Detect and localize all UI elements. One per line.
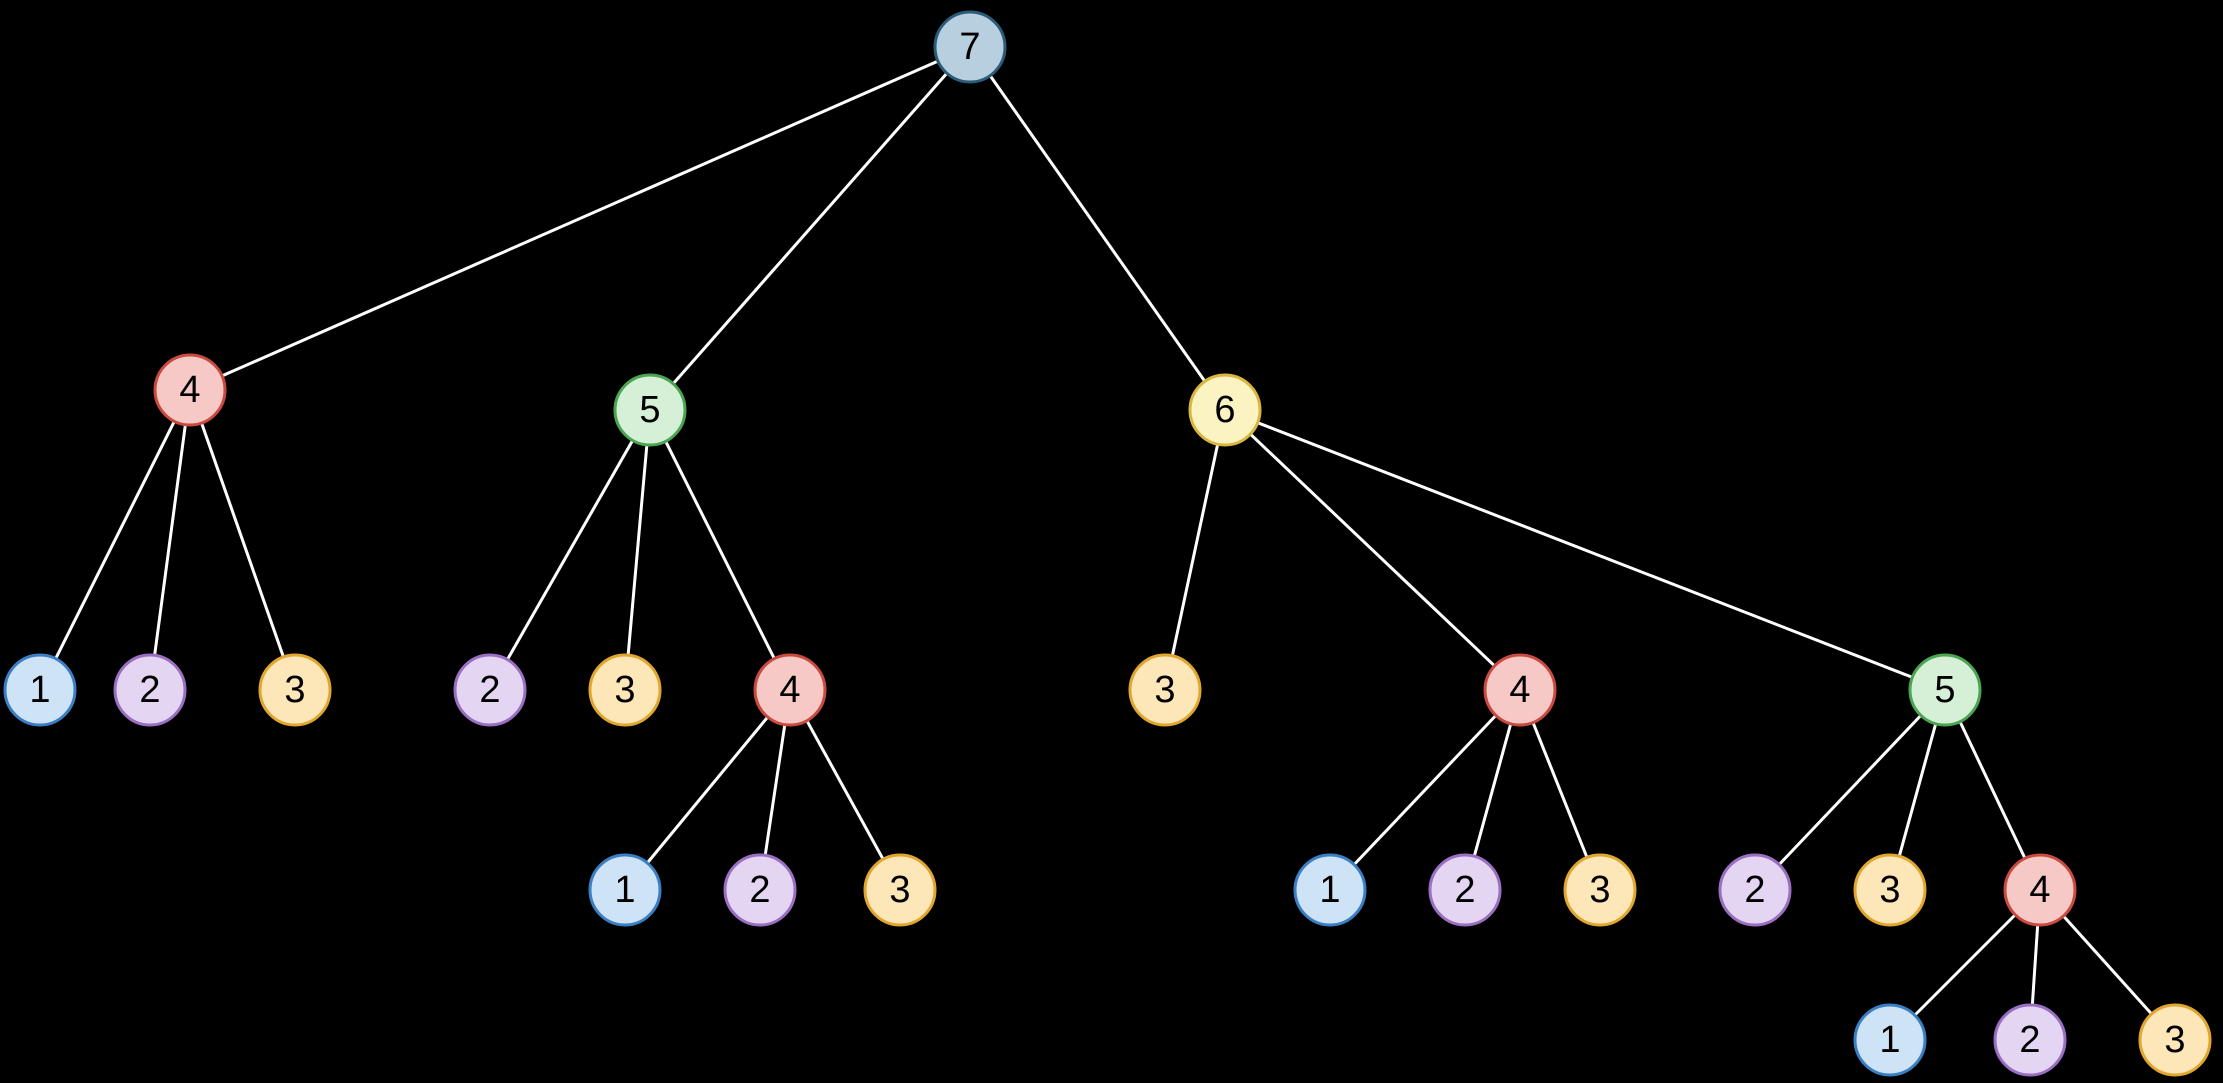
tree-node: 6 bbox=[1190, 375, 1260, 445]
node-label: 4 bbox=[779, 669, 800, 711]
node-label: 3 bbox=[1879, 869, 1900, 911]
tree-node: 2 bbox=[1430, 855, 1500, 925]
tree-node: 3 bbox=[1565, 855, 1635, 925]
tree-diagram: 7 4 5 6 1 2 3 2 3 4 1 2 3 3 4 5 1 2 3 2 3 4 1 2 3 bbox=[0, 0, 2223, 1083]
tree-node: 1 bbox=[5, 655, 75, 725]
node-label: 1 bbox=[1879, 1019, 1900, 1061]
node-label: 3 bbox=[889, 869, 910, 911]
tree-node: 3 bbox=[590, 655, 660, 725]
node-label: 2 bbox=[749, 869, 770, 911]
tree-node: 2 bbox=[725, 855, 795, 925]
node-label: 7 bbox=[959, 26, 980, 68]
node-label: 2 bbox=[479, 669, 500, 711]
tree-node: 2 bbox=[455, 655, 525, 725]
node-label: 3 bbox=[614, 669, 635, 711]
tree-node: 1 bbox=[590, 855, 660, 925]
tree-node: 7 bbox=[935, 12, 1005, 82]
tree-node: 4 bbox=[2005, 855, 2075, 925]
node-label: 4 bbox=[179, 369, 200, 411]
node-label: 1 bbox=[614, 869, 635, 911]
tree-node: 4 bbox=[755, 655, 825, 725]
tree-node: 5 bbox=[1910, 655, 1980, 725]
node-label: 2 bbox=[2019, 1019, 2040, 1061]
node-label: 3 bbox=[284, 669, 305, 711]
node-label: 1 bbox=[1319, 869, 1340, 911]
node-label: 5 bbox=[1934, 669, 1955, 711]
node-label: 3 bbox=[1154, 669, 1175, 711]
tree-node: 1 bbox=[1855, 1005, 1925, 1075]
node-label: 2 bbox=[139, 669, 160, 711]
node-label: 6 bbox=[1214, 389, 1235, 431]
tree-node: 1 bbox=[1295, 855, 1365, 925]
tree-node: 2 bbox=[1995, 1005, 2065, 1075]
node-label: 2 bbox=[1744, 869, 1765, 911]
node-label: 2 bbox=[1454, 869, 1475, 911]
tree-node: 3 bbox=[1855, 855, 1925, 925]
node-label: 5 bbox=[639, 389, 660, 431]
tree-node: 2 bbox=[1720, 855, 1790, 925]
tree-node: 3 bbox=[2140, 1005, 2210, 1075]
tree-node: 3 bbox=[865, 855, 935, 925]
node-label: 1 bbox=[29, 669, 50, 711]
tree-node: 3 bbox=[260, 655, 330, 725]
node-label: 3 bbox=[1589, 869, 1610, 911]
node-label: 4 bbox=[2029, 869, 2050, 911]
tree-node: 5 bbox=[615, 375, 685, 445]
tree-node: 3 bbox=[1130, 655, 1200, 725]
tree-node: 4 bbox=[1485, 655, 1555, 725]
tree-node: 2 bbox=[115, 655, 185, 725]
node-label: 4 bbox=[1509, 669, 1530, 711]
tree-node: 4 bbox=[155, 355, 225, 425]
node-label: 3 bbox=[2164, 1019, 2185, 1061]
